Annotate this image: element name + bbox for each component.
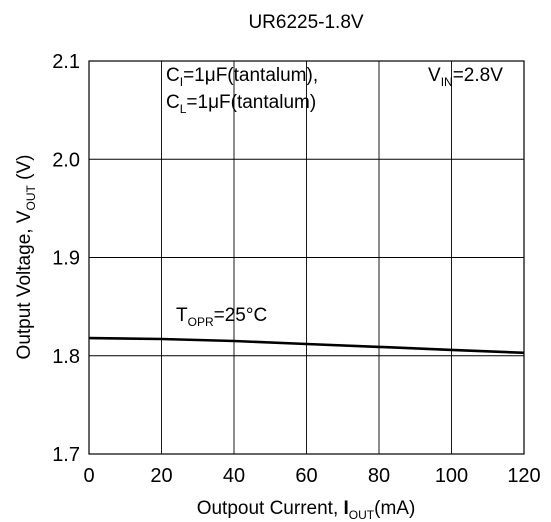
x-tick-label: 40	[223, 465, 245, 487]
y-tick-label: 1.7	[52, 444, 80, 466]
y-tick-label: 1.8	[52, 346, 80, 368]
annotation-cl: CL=1μF(tantalum)	[166, 92, 316, 116]
y-tick-label: 2.1	[52, 51, 80, 73]
y-axis-label: Output Voltage, VOUT (V)	[14, 155, 38, 360]
x-tick-label: 80	[368, 465, 390, 487]
x-tick-label: 100	[435, 465, 468, 487]
x-tick-label: 0	[83, 465, 94, 487]
chart-title: UR6225-1.8V	[248, 12, 363, 33]
grid-lines	[89, 61, 524, 454]
annotation-topr: TOPR=25°C	[176, 305, 267, 329]
x-tick-labels: 0 20 40 60 80 100 120	[83, 465, 540, 487]
series-line	[88, 336, 525, 355]
y-tick-label: 1.9	[52, 248, 80, 270]
x-tick-label: 60	[295, 465, 317, 487]
x-tick-label: 20	[150, 465, 172, 487]
annotation-vin: VIN=2.8V	[428, 65, 503, 89]
series-layer	[88, 336, 525, 355]
y-tick-label: 2.0	[52, 149, 80, 171]
x-tick-label: 120	[507, 465, 540, 487]
annotation-ci: CI=1μF(tantalum),	[166, 65, 318, 89]
plot-area	[88, 60, 525, 455]
y-tick-labels: 1.7 1.8 1.9 2.0 2.1	[52, 51, 80, 466]
plot-border	[88, 60, 525, 455]
x-axis-label: Outpout Current, IOUT(mA)	[197, 498, 416, 522]
